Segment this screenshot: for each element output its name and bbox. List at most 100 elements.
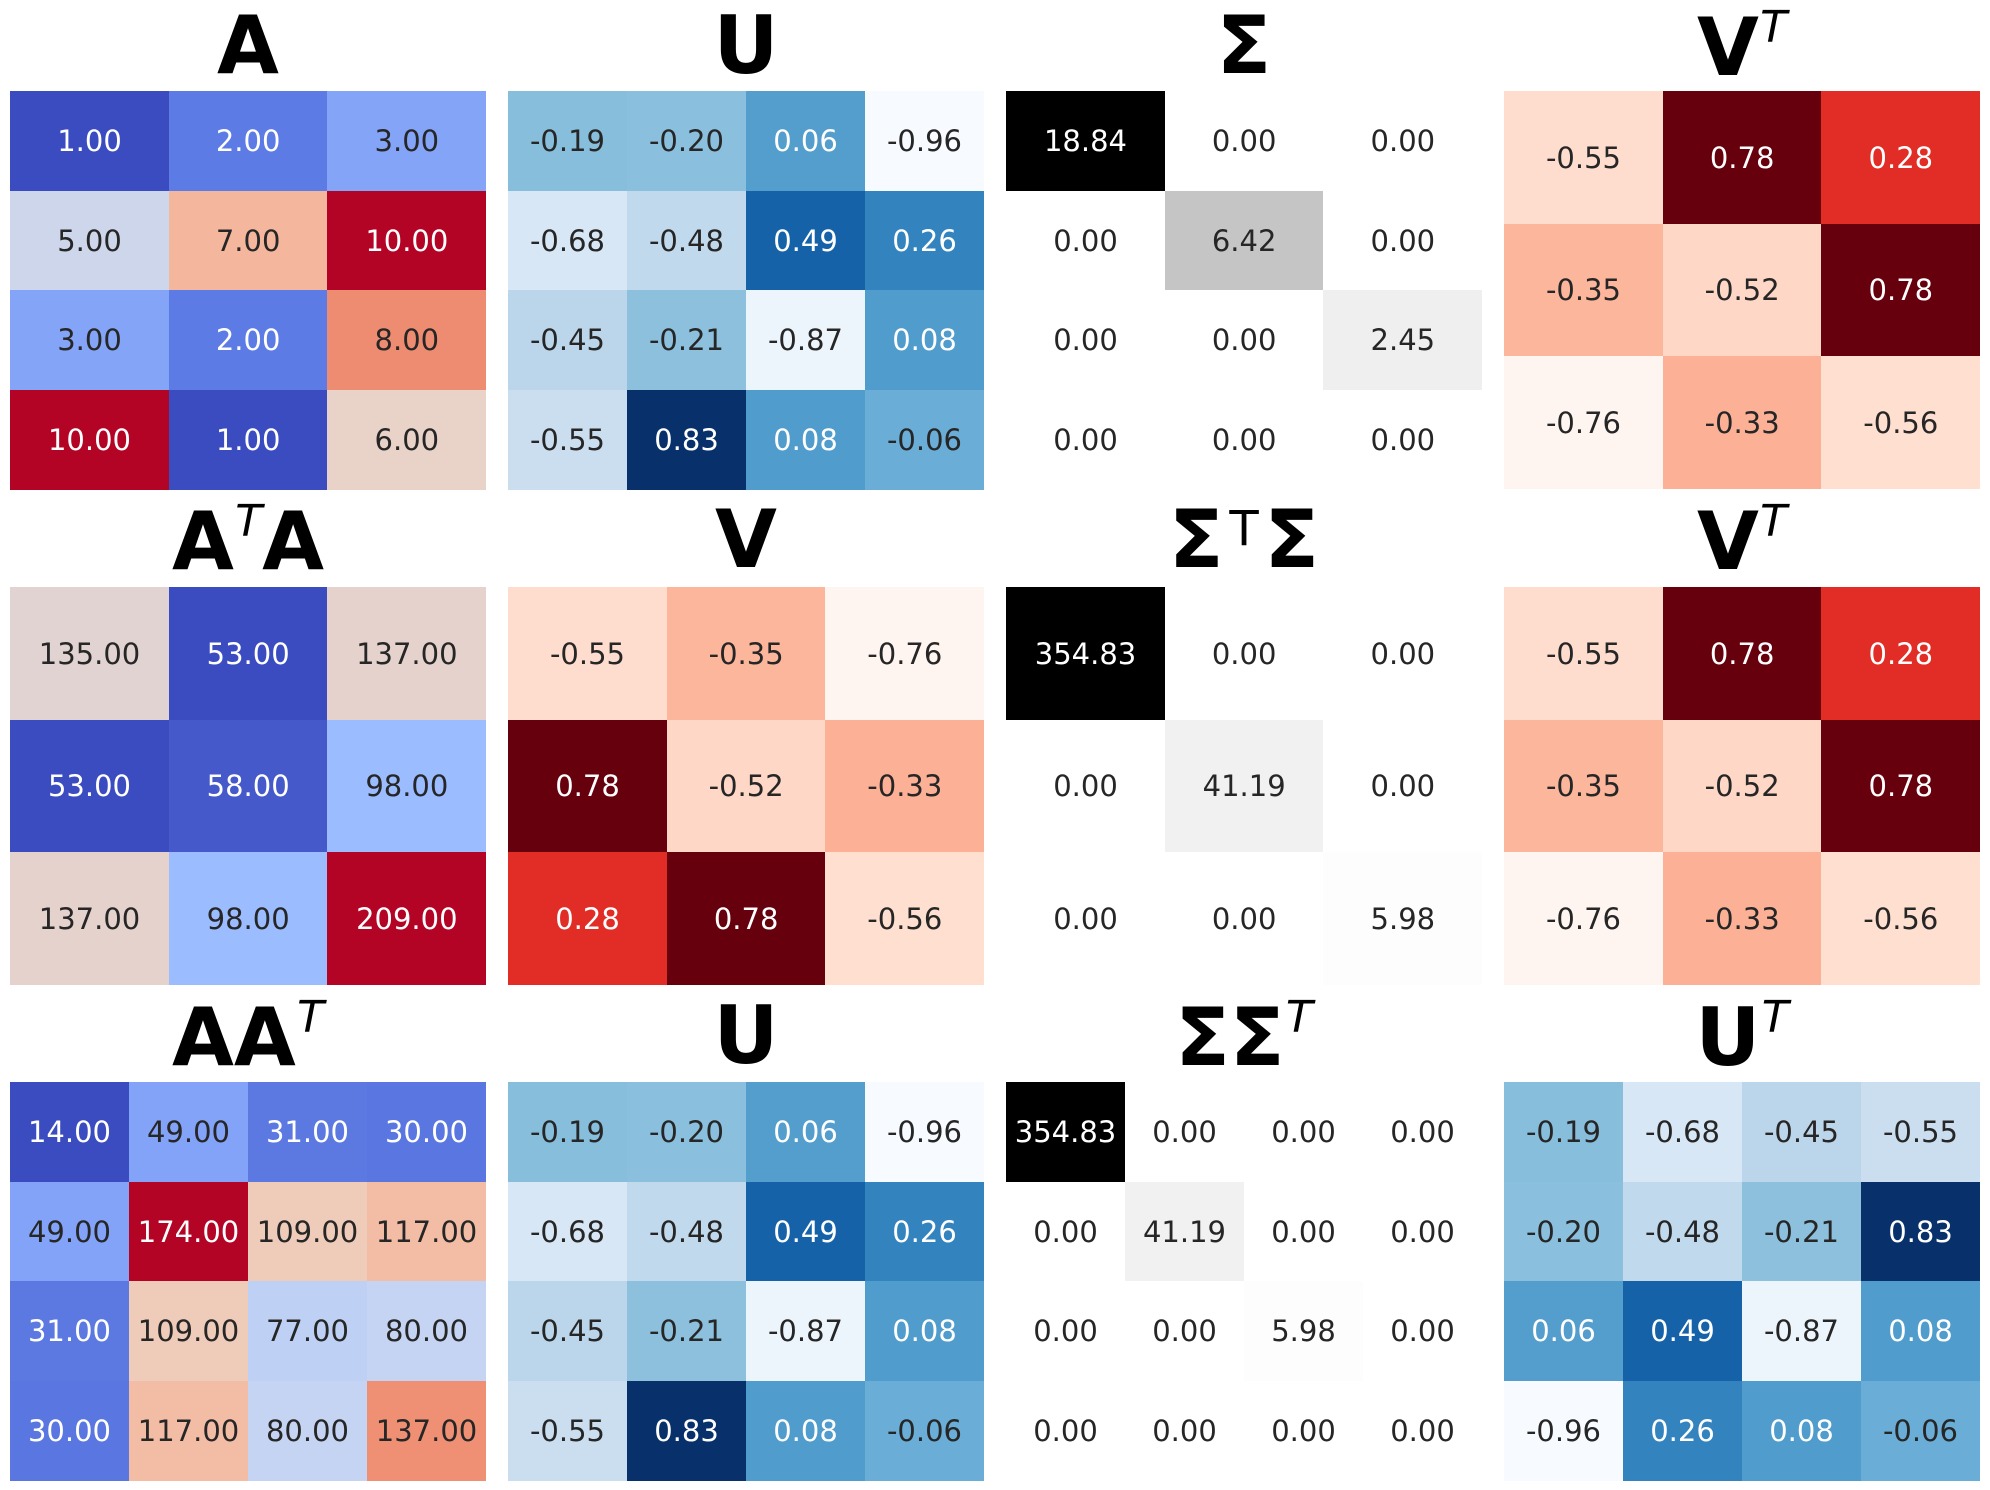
heatmap-cell: 0.78: [666, 852, 826, 986]
heatmap-cell: 80.00: [367, 1281, 486, 1381]
heatmap-cell: 31.00: [248, 1082, 367, 1182]
heatmap-cell-label: -0.35: [1545, 273, 1622, 308]
heatmap-cell: 0.00: [1164, 290, 1324, 390]
heatmap-cell: 0.78: [1662, 91, 1822, 224]
heatmap-title-text: Σ: [1168, 493, 1224, 586]
heatmap-cell: 0.00: [1363, 1380, 1482, 1481]
heatmap-cell-label: 0.00: [1271, 1413, 1336, 1448]
heatmap-cell: -0.33: [825, 719, 985, 853]
heatmap-cell: 8.00: [327, 290, 487, 390]
heatmap-cell: -0.52: [1662, 719, 1822, 853]
heatmap-title-superscript: T: [1761, 992, 1789, 1043]
heatmap-cell-label: -0.48: [1644, 1214, 1721, 1249]
heatmap-title-superscript: T: [1760, 2, 1788, 53]
heatmap-cell: 354.83: [1006, 1082, 1125, 1182]
heatmap-cell: 3.00: [10, 290, 169, 390]
heatmap-cell-label: 0.78: [1709, 140, 1775, 175]
heatmap-cell-label: 0.78: [555, 769, 620, 804]
heatmap-cell: 53.00: [10, 719, 169, 853]
heatmap-cell-label: 0.08: [773, 422, 838, 457]
heatmap-cell: 0.78: [1662, 587, 1822, 720]
heatmap-cell-label: 41.19: [1142, 1214, 1227, 1249]
heatmap-cell: 354.83: [1006, 587, 1165, 720]
heatmap-cell: -0.76: [825, 587, 985, 720]
heatmap-cell: 0.00: [1323, 719, 1483, 853]
heatmap-cell-label: 0.78: [1709, 636, 1775, 671]
heatmap-cell: 0.83: [1861, 1181, 1980, 1282]
heatmap-cell: -0.55: [1861, 1082, 1980, 1182]
heatmap-cell: -0.35: [666, 587, 826, 720]
heatmap-cell: -0.68: [1623, 1082, 1742, 1182]
heatmap-cell-label: 2.00: [215, 124, 281, 158]
heatmap-cell-label: 10.00: [47, 422, 132, 457]
heatmap-cell-label: 0.00: [1211, 124, 1277, 158]
heatmap-title-superscript: T: [1285, 992, 1313, 1043]
heatmap-panel: V -0.55 -0.35 -0.76 0.78 -0.52 -0.33 0.28 0.78 -0…: [508, 0, 985, 1490]
heatmap-panel: ATA 135.00 53.00 137.00 53.00 58.00 98.00 137.0…: [10, 0, 487, 1490]
heatmap-cell: -0.76: [1504, 356, 1663, 490]
heatmap-cell: 0.00: [1244, 1181, 1363, 1282]
heatmap-cell-label: 0.00: [1271, 1115, 1336, 1149]
heatmap-cell: 109.00: [248, 1181, 367, 1282]
heatmap-cell-label: 0.00: [1211, 901, 1277, 936]
heatmap-cell-label: 1.00: [57, 124, 122, 158]
heatmap-cell-label: 58.00: [206, 769, 290, 804]
heatmap-cell: 14.00: [10, 1082, 129, 1182]
heatmap-cell: 0.26: [865, 1181, 984, 1282]
heatmap-cell-label: 0.83: [654, 1413, 719, 1448]
heatmap-cell: 0.00: [1006, 190, 1165, 291]
heatmap-cell-label: 0.00: [1053, 769, 1118, 804]
heatmap-cell: 30.00: [10, 1380, 129, 1481]
heatmap-cell-label: -0.45: [529, 1314, 606, 1348]
heatmap-cell: 0.78: [1821, 223, 1981, 357]
heatmap-title-text: U: [713, 989, 779, 1082]
heatmap-cell-label: 0.83: [1888, 1214, 1953, 1249]
heatmap-cell: -0.56: [1821, 356, 1981, 490]
heatmap-cell-label: 0.08: [1888, 1314, 1953, 1348]
heatmap-title-text: A: [262, 495, 325, 588]
heatmap-cell: 0.00: [1244, 1082, 1363, 1182]
heatmap-panel: AAT 14.00 49.00 31.00 30.00 49.00 174.00 109.00…: [10, 0, 486, 1490]
heatmap-cell: -0.45: [508, 290, 627, 390]
heatmap-cell-label: -0.55: [1545, 636, 1622, 671]
heatmap-cell-label: -0.55: [529, 1413, 606, 1448]
heatmap-cell-label: 98.00: [365, 769, 449, 804]
heatmap-cell-label: 0.00: [1152, 1413, 1217, 1448]
heatmap-cell: 7.00: [168, 190, 328, 291]
heatmap-cell: -0.33: [1662, 852, 1822, 986]
heatmap-cell: 5.98: [1323, 852, 1483, 986]
heatmap-cell-label: 0.78: [713, 901, 779, 936]
heatmap-cell-label: 0.78: [1868, 769, 1934, 804]
heatmap-cell-label: 0.06: [773, 124, 838, 158]
heatmap-cell-label: 135.00: [38, 636, 141, 671]
heatmap-grid: -0.55 0.78 0.28 -0.35 -0.52 0.78 -0.76 -0.33 -0.…: [1504, 587, 1981, 986]
heatmap-title: Σ: [1006, 6, 1482, 86]
heatmap-cell: -0.19: [508, 91, 627, 191]
heatmap-cell-label: -0.56: [1863, 405, 1939, 440]
heatmap-cell-label: 2.00: [215, 323, 281, 357]
heatmap-cell-label: 6.42: [1211, 223, 1277, 258]
heatmap-title: AAT: [10, 996, 486, 1078]
heatmap-cell-label: -0.35: [708, 636, 784, 671]
heatmap-cell-label: 0.00: [1370, 223, 1436, 258]
heatmap-cell-label: -0.52: [708, 769, 784, 804]
heatmap-cell-label: 2.45: [1370, 323, 1436, 357]
heatmap-cell-label: 0.00: [1211, 323, 1277, 357]
heatmap-cell: -0.96: [865, 1082, 984, 1182]
heatmap-cell: 0.08: [1742, 1380, 1861, 1481]
heatmap-title-text: AA: [171, 991, 296, 1084]
heatmap-cell: 0.06: [746, 91, 865, 191]
heatmap-cell-label: 0.00: [1390, 1214, 1455, 1249]
heatmap-cell: 3.00: [327, 91, 487, 191]
heatmap-cell: 137.00: [10, 852, 169, 986]
heatmap-cell-label: 5.98: [1271, 1314, 1336, 1348]
heatmap-cell-label: -0.96: [886, 124, 963, 158]
heatmap-cell: 0.08: [1861, 1281, 1980, 1381]
heatmap-cell: -0.06: [865, 389, 984, 490]
heatmap-cell: 0.78: [508, 719, 667, 853]
heatmap-title: ΣΣT: [1006, 996, 1482, 1078]
heatmap-cell: 1.00: [168, 389, 328, 490]
heatmap-cell-label: 0.26: [892, 1214, 957, 1249]
heatmap-panel: A 1.00 2.00 3.00 5.00 7.00 10.00 3.00 2.00 8.00 10…: [10, 0, 487, 1490]
heatmap-cell: -0.76: [1504, 852, 1663, 986]
